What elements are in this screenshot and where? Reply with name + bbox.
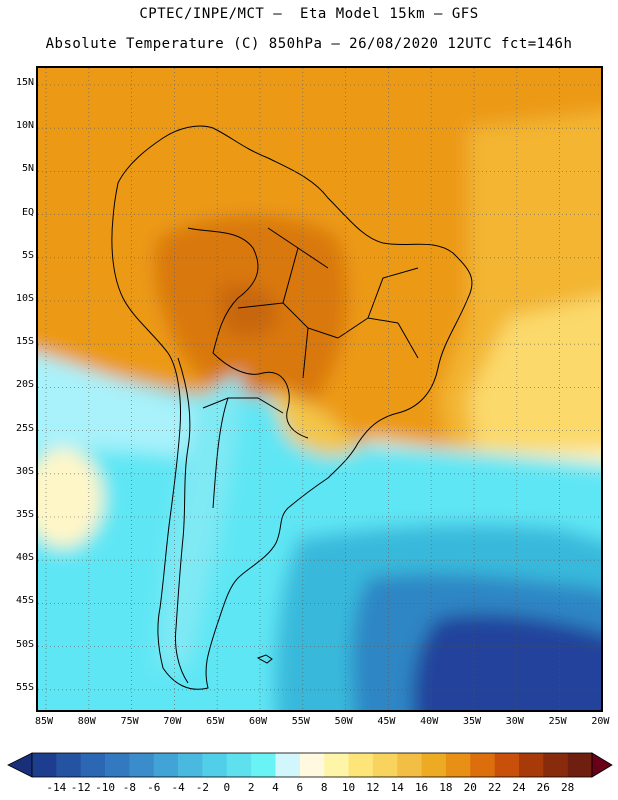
colorbar-segment xyxy=(105,753,130,777)
latitude-label: 45S xyxy=(15,595,34,607)
latitude-label: 20S xyxy=(15,379,34,391)
colorbar-under-triangle xyxy=(7,752,33,778)
colorbar-label: -14 xyxy=(46,781,67,794)
colorbar-label: -10 xyxy=(95,781,115,794)
longitude-label: 20W xyxy=(591,716,610,727)
colorbar-segment xyxy=(494,753,520,777)
field-pale-patch xyxy=(38,448,103,548)
colorbar-label: -8 xyxy=(122,781,137,794)
brazil-border xyxy=(187,227,309,439)
colorbar-label: 10 xyxy=(341,781,356,794)
latitude-label: 5S xyxy=(21,249,34,261)
south-america-coastline xyxy=(111,125,473,690)
field-cool-light xyxy=(38,353,208,458)
colorbar-segment xyxy=(80,753,106,777)
colorbar-frame xyxy=(31,752,593,778)
graticule xyxy=(38,68,601,710)
latitude-label: EQ xyxy=(21,206,34,218)
colorbar-label: -6 xyxy=(147,781,161,794)
latitude-label: 15S xyxy=(15,336,34,348)
colorbar-label: -2 xyxy=(195,781,210,794)
latitude-label: 15N xyxy=(15,77,34,88)
colorbar-label: 20 xyxy=(463,781,477,794)
colorbar-segment xyxy=(567,753,593,777)
colorbar-segment xyxy=(251,753,276,777)
longitude-label: 75W xyxy=(120,716,139,727)
latitude-label: 40S xyxy=(15,552,34,564)
colorbar-segment xyxy=(32,753,57,777)
longitude-label: 30W xyxy=(505,716,524,727)
temperature-shading xyxy=(38,68,601,710)
colorbar-over-triangle xyxy=(591,752,613,778)
field-light-yellow xyxy=(468,296,601,484)
colorbar-label: 16 xyxy=(414,781,429,794)
colorbar-label: 6 xyxy=(296,781,304,794)
latitude-label: 25S xyxy=(15,422,34,434)
latitude-label: 10N xyxy=(15,120,34,132)
colorbar-label: 0 xyxy=(223,781,231,794)
colorbar-label: 4 xyxy=(272,781,279,794)
colorbar-segment xyxy=(518,753,544,777)
chart-title-line2: Absolute Temperature (C) 850hPa – 26/08/… xyxy=(45,36,573,52)
longitude-label: 65W xyxy=(206,716,225,727)
colorbar-segment xyxy=(129,753,155,777)
argentina-border xyxy=(202,397,284,509)
colorbar xyxy=(7,752,613,778)
colorbar-segment xyxy=(445,753,471,777)
colorbar-segment xyxy=(397,753,422,777)
longitude-label: 80W xyxy=(77,716,96,727)
latitude-label: 30S xyxy=(15,465,34,477)
colorbar-label: 2 xyxy=(247,781,255,794)
longitude-label: 45W xyxy=(377,716,396,727)
field-andes-tongue xyxy=(158,375,243,668)
longitude-label: 25W xyxy=(548,716,567,727)
longitude-label: 70W xyxy=(163,716,182,727)
brazil-states xyxy=(237,227,419,379)
colorbar-segment xyxy=(299,753,325,777)
longitude-label: 50W xyxy=(334,716,353,727)
andes-border xyxy=(175,357,191,684)
colorbar-label: 18 xyxy=(439,781,453,794)
longitude-label: 55W xyxy=(291,716,310,727)
latitude-label: 10S xyxy=(15,293,34,304)
colorbar-segment xyxy=(421,753,447,777)
map-panel xyxy=(36,66,603,712)
longitude-label: 85W xyxy=(34,716,54,727)
longitude-label: 40W xyxy=(420,716,439,727)
latitude-label: 5N xyxy=(21,163,34,175)
colorbar-segment xyxy=(470,753,495,777)
chart-title-line1: CPTEC/INPE/MCT – Eta Model 15km – GFS xyxy=(139,6,479,22)
colorbar-segment xyxy=(372,753,398,777)
colorbar-label: 22 xyxy=(487,781,502,794)
colorbar-label: 26 xyxy=(536,781,550,794)
colorbar-segment xyxy=(324,753,349,777)
latitude-label: 55S xyxy=(15,681,34,693)
colorbar-label: 28 xyxy=(561,781,575,794)
colorbar-segment xyxy=(348,753,374,777)
colorbar-segment xyxy=(202,753,228,777)
colorbar-label: 24 xyxy=(512,781,526,794)
colorbar-label: 8 xyxy=(320,781,328,794)
latitude-label: 50S xyxy=(15,638,34,650)
falklands xyxy=(256,654,273,664)
colorbar-segment xyxy=(153,753,179,777)
colorbar-label: 12 xyxy=(366,781,380,794)
colorbar-label: -4 xyxy=(171,781,185,794)
longitude-label: 60W xyxy=(248,716,268,727)
field-hot-core xyxy=(218,284,278,337)
field-coast-yellow xyxy=(268,388,358,456)
field-coldest xyxy=(413,614,601,710)
colorbar-label: 14 xyxy=(390,781,404,794)
colorbar-segment xyxy=(543,753,568,777)
temperature-field-map xyxy=(38,68,601,710)
colorbar-segment xyxy=(275,753,301,777)
coastline-borders xyxy=(111,125,473,690)
latitude-label: 35S xyxy=(15,509,34,520)
longitude-label: 35W xyxy=(462,716,482,727)
colorbar-segment xyxy=(56,753,81,777)
colorbar-segment xyxy=(226,753,252,777)
colorbar-label: -12 xyxy=(70,781,91,794)
colorbar-segment xyxy=(178,753,203,777)
